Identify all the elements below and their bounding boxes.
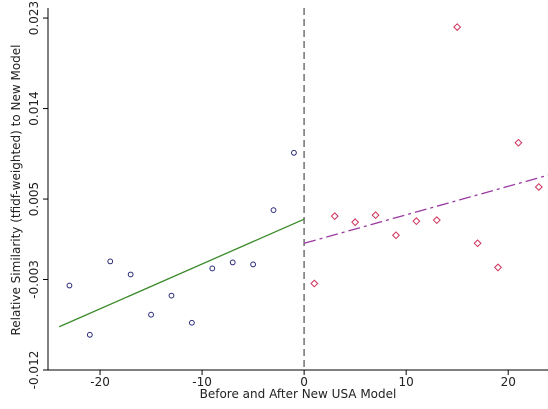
x-axis-label: Before and After New USA Model xyxy=(200,387,397,401)
y-tick-label: -0.003 xyxy=(27,260,41,299)
point xyxy=(107,258,114,265)
y-tick-label: 0.014 xyxy=(27,91,41,125)
x-tick-label: 10 xyxy=(399,375,414,389)
point xyxy=(270,207,277,214)
point xyxy=(291,149,297,156)
point xyxy=(330,212,339,221)
point xyxy=(250,261,257,268)
point xyxy=(66,282,73,289)
point xyxy=(453,23,462,32)
point xyxy=(127,271,134,278)
point xyxy=(229,259,236,266)
point xyxy=(493,263,503,272)
point xyxy=(310,279,319,288)
fit-line xyxy=(58,218,305,328)
x-tick-label: -10 xyxy=(192,375,212,389)
point xyxy=(514,138,523,147)
x-tick-label: 20 xyxy=(501,375,516,389)
y-tick-label: 0.023 xyxy=(27,1,41,35)
point xyxy=(351,218,360,227)
y-tick-label: 0.005 xyxy=(27,182,41,216)
point xyxy=(412,217,421,226)
point xyxy=(168,292,175,299)
fit-line xyxy=(303,174,548,244)
y-tick-label: -0.012 xyxy=(27,351,41,390)
y-axis-label: Relative Similarity (tfidf-weighted) to … xyxy=(9,44,23,335)
x-tick-label: -20 xyxy=(90,375,110,389)
point xyxy=(371,211,380,220)
point xyxy=(188,319,195,326)
point xyxy=(534,182,543,191)
point xyxy=(209,265,216,272)
point xyxy=(148,311,154,318)
point xyxy=(391,231,400,240)
point xyxy=(86,331,93,338)
x-tick-label: 0 xyxy=(300,375,308,389)
point xyxy=(473,239,482,248)
point xyxy=(432,216,441,225)
